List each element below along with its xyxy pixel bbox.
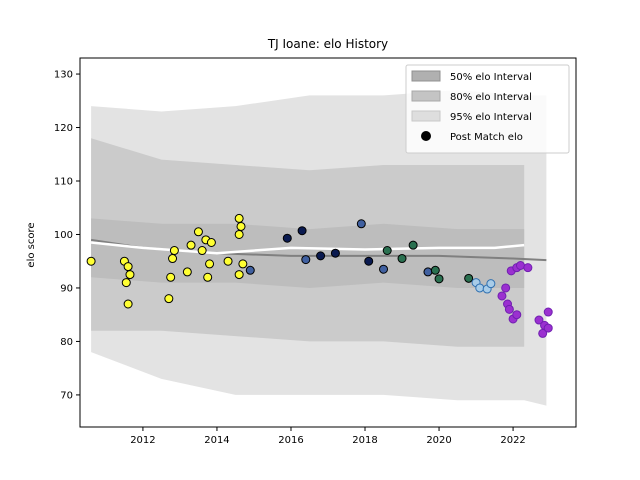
data-point-53 [523,263,533,273]
axes: 2012 2014 2016 2018 2020 2022 70 80 90 100 110 120 1… [54,57,577,446]
legend-swatch-0 [411,70,441,82]
y-tick-label-90: 90 [60,283,73,294]
data-point-3 [123,299,133,309]
data-point-31 [364,256,374,266]
y-tick-label-70: 70 [60,390,73,401]
x-tick-label-2012: 2012 [130,435,155,446]
y-tick-label-80: 80 [60,337,73,348]
data-point-39 [464,273,474,283]
data-point-8 [168,254,178,264]
y-tick-label-100: 100 [54,230,73,241]
data-point-45 [501,283,511,293]
y-tick-label-110: 110 [54,177,73,188]
data-point-57 [543,307,553,317]
legend-label-0: 50% elo Interval [450,72,532,83]
data-point-58 [543,323,553,333]
data-point-47 [504,304,514,314]
x-tick-label-2020: 2020 [426,435,451,446]
x-tick-label-2016: 2016 [278,435,303,446]
data-point-28 [316,251,326,261]
data-point-13 [197,246,207,256]
data-point-17 [206,238,216,247]
data-point-49 [512,310,522,320]
data-point-38 [434,274,444,284]
data-point-43 [486,279,496,289]
data-point-7 [166,272,176,282]
data-point-54 [534,315,544,325]
data-point-18 [223,256,233,266]
data-point-37 [430,265,440,275]
data-point-52 [515,260,525,270]
data-point-23 [238,259,248,269]
data-point-16 [205,259,215,269]
data-point-44 [497,291,507,301]
data-point-34 [397,254,407,264]
legend-box [405,64,570,154]
data-point-12 [193,227,203,237]
y-tick-label-120: 120 [54,123,73,134]
legend-label-1: 80% elo Interval [450,92,532,103]
legend-marker-3 [421,131,431,141]
data-point-29 [330,248,340,258]
data-point-20 [236,221,246,231]
data-point-36 [423,267,433,277]
data-point-41 [475,283,485,293]
data-point-22 [234,270,244,280]
data-point-10 [182,267,192,277]
data-point-15 [203,272,213,282]
legend-swatch-1 [411,90,441,102]
data-point-2 [121,278,131,288]
data-point-4 [123,262,133,272]
y-tick-label-130: 130 [54,70,73,81]
data-point-25 [282,233,292,243]
plot-area [86,90,553,406]
chart-title: TJ Ioane: elo History [267,37,388,51]
y-axis-title: elo score [26,222,37,267]
x-tick-label-2018: 2018 [352,435,377,446]
data-point-30 [356,219,366,229]
legend-label-3: Post Match elo [450,132,523,143]
data-point-6 [164,294,174,304]
data-point-5 [125,270,135,280]
median-line [90,241,525,255]
data-point-0 [86,256,96,266]
x-tick-label-2022: 2022 [500,435,525,446]
legend-label-2: 95% elo Interval [450,112,532,123]
axes-frame [79,57,577,428]
data-point-27 [301,255,311,265]
data-point-35 [408,240,418,250]
data-point-24 [245,265,255,275]
data-point-21 [234,229,244,239]
x-tick-label-2014: 2014 [204,435,229,446]
data-point-19 [234,213,244,223]
data-point-32 [379,264,389,274]
legend-swatch-2 [411,110,441,122]
data-point-26 [297,226,307,236]
data-point-33 [382,246,392,256]
data-point-11 [186,240,196,250]
data-point-9 [169,246,179,256]
legend: 50% elo Interval 80% elo Interval 95% elo … [405,64,570,154]
